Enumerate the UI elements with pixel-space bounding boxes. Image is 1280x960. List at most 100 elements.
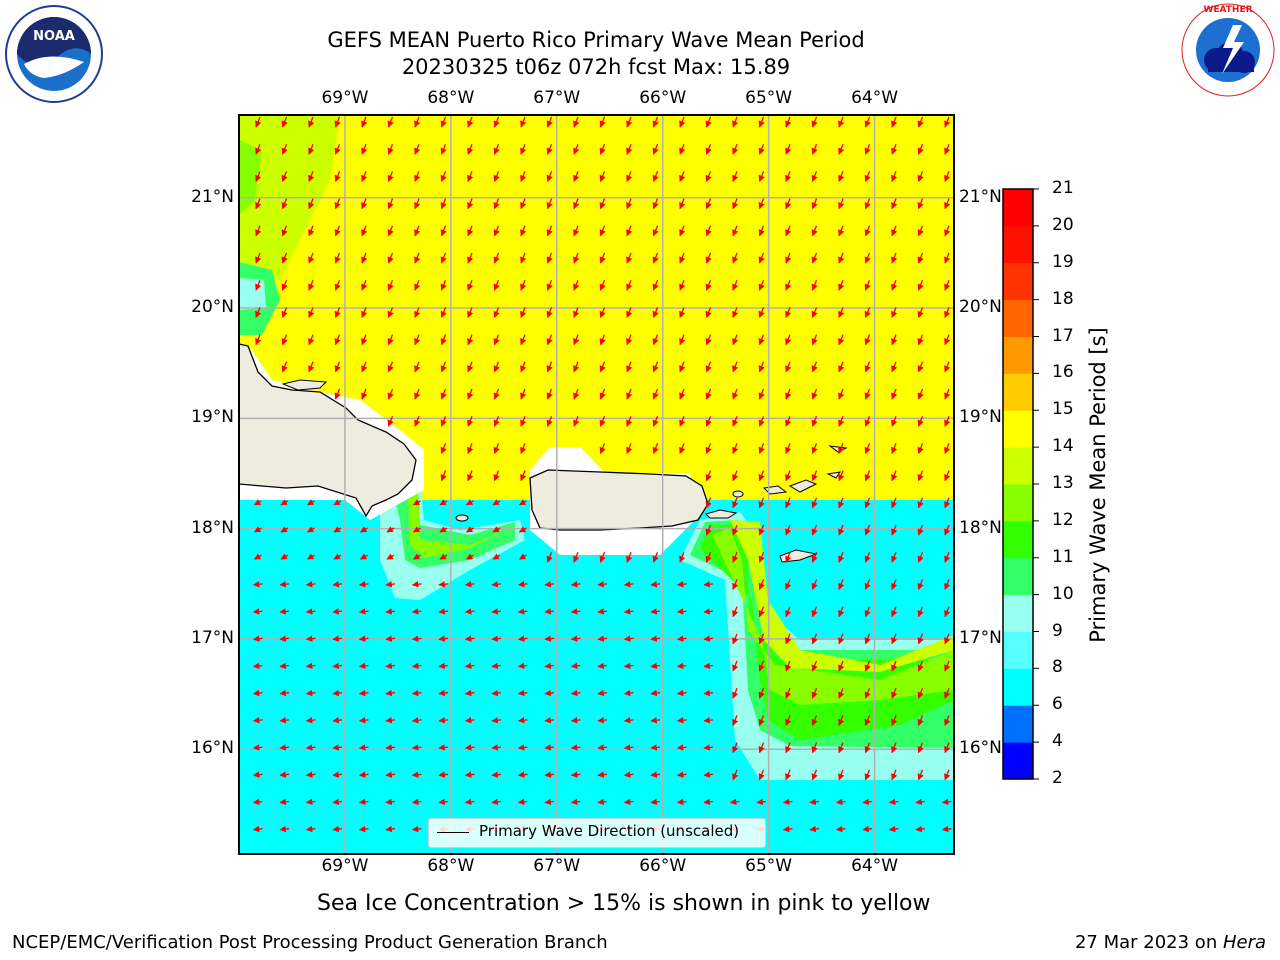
wave-direction-arrow <box>597 717 608 724</box>
wave-direction-arrow <box>758 470 765 482</box>
wave-direction-arrow <box>467 443 474 455</box>
wave-direction-arrow <box>679 388 686 400</box>
wave-direction-arrow <box>652 361 659 373</box>
wave-direction-arrow <box>705 551 712 563</box>
colorbar-segment <box>1003 742 1033 780</box>
wave-direction-arrow <box>705 415 712 427</box>
wave-direction-arrow <box>652 388 659 400</box>
wave-direction-arrow <box>676 635 687 642</box>
wave-direction-arrow <box>811 443 818 455</box>
land-vieques <box>705 509 738 519</box>
wave-direction-arrow <box>546 551 553 563</box>
wave-direction-arrow <box>811 415 818 427</box>
wave-direction-arrow <box>891 470 898 482</box>
wave-direction-arrow <box>281 116 288 128</box>
wave-direction-arrow <box>732 252 739 264</box>
wave-direction-arrow <box>944 116 951 128</box>
land-hispaniola <box>239 343 417 518</box>
wave-direction-arrow <box>546 279 553 291</box>
wave-direction-arrow <box>811 660 818 672</box>
wave-direction-arrow <box>732 715 739 727</box>
wave-direction-arrow <box>599 198 606 210</box>
colorbar-segment <box>1003 631 1033 669</box>
wave-direction-arrow <box>679 171 686 183</box>
wave-direction-arrow <box>944 225 951 237</box>
wave-direction-arrow <box>493 307 500 319</box>
wave-direction-arrow <box>387 143 394 155</box>
wave-direction-arrow <box>597 662 608 670</box>
wave-direction-arrow <box>838 388 845 400</box>
wave-direction-arrow <box>467 198 474 210</box>
wave-direction-arrow <box>573 171 580 183</box>
wave-direction-arrow <box>252 635 263 642</box>
wave-direction-arrow <box>387 171 394 183</box>
wave-direction-arrow <box>573 143 580 155</box>
wave-direction-arrow <box>811 633 818 645</box>
wave-direction-arrow <box>732 579 739 591</box>
nws-logo: WEATHER <box>1181 3 1275 97</box>
wave-direction-arrow <box>438 744 449 751</box>
wave-direction-arrow <box>917 334 924 346</box>
wave-direction-arrow <box>811 579 818 591</box>
wave-direction-arrow <box>491 771 502 778</box>
wave-direction-arrow <box>599 334 606 346</box>
colorbar <box>1003 188 1039 780</box>
wave-direction-arrow <box>358 662 369 670</box>
colorbar-segment <box>1003 262 1033 301</box>
wave-direction-arrow <box>650 662 661 670</box>
wave-direction-arrow <box>546 225 553 237</box>
wave-direction-arrow <box>705 143 712 155</box>
wave-direction-arrow <box>279 581 290 588</box>
wave-direction-arrow <box>811 497 818 509</box>
wave-direction-arrow <box>358 717 369 724</box>
wave-direction-arrow <box>544 744 555 751</box>
wave-direction-arrow <box>385 608 396 615</box>
wave-direction-arrow <box>308 116 315 128</box>
wave-direction-arrow <box>493 252 500 264</box>
wave-direction-arrow <box>944 143 951 155</box>
wave-direction-arrow <box>785 361 792 373</box>
y-tick-label: 20°N <box>191 297 234 318</box>
wave-direction-arrow <box>520 252 527 264</box>
wave-direction-arrow <box>599 279 606 291</box>
wave-direction-arrow <box>732 361 739 373</box>
wave-direction-arrow <box>440 143 447 155</box>
wave-direction-arrow <box>464 744 475 751</box>
colorbar-tick-label: 4 <box>1052 731 1063 752</box>
wave-direction-arrow <box>465 553 474 560</box>
wave-direction-arrow <box>758 307 765 319</box>
wave-direction-arrow <box>891 279 898 291</box>
wave-direction-arrow <box>573 116 580 128</box>
wave-direction-arrow <box>467 143 474 155</box>
wave-direction-arrow <box>412 553 421 560</box>
wave-direction-arrow <box>676 717 687 724</box>
colorbar-tick-label: 21 <box>1052 178 1074 198</box>
wave-direction-arrow <box>467 388 474 400</box>
wave-direction-arrow <box>811 198 818 210</box>
wave-direction-arrow <box>546 334 553 346</box>
wave-direction-arrow <box>758 388 765 400</box>
wave-direction-arrow <box>599 143 606 155</box>
wave-direction-arrow <box>729 798 740 806</box>
wave-direction-arrow <box>573 307 580 319</box>
wave-direction-arrow <box>626 443 633 455</box>
wave-direction-arrow <box>520 279 527 291</box>
wave-direction-arrow <box>597 581 608 588</box>
wave-direction-arrow <box>623 635 634 642</box>
wave-direction-arrow <box>888 825 899 833</box>
wave-direction-arrow <box>732 198 739 210</box>
wave-direction-arrows <box>252 116 952 833</box>
wave-direction-arrow <box>705 307 712 319</box>
x-tick-label: 67°W <box>533 856 581 876</box>
wave-direction-arrow <box>493 443 500 455</box>
wave-direction-arrow <box>626 388 633 400</box>
wave-direction-arrow <box>915 825 926 833</box>
wave-direction-arrow <box>864 715 871 727</box>
wave-direction-arrow <box>650 771 661 778</box>
wave-direction-arrow <box>440 307 447 319</box>
wave-direction-arrow <box>626 171 633 183</box>
wave-direction-arrow <box>573 361 580 373</box>
wave-direction-arrow <box>361 116 368 128</box>
wave-direction-arrow <box>517 581 528 588</box>
wave-direction-arrow <box>599 116 606 128</box>
